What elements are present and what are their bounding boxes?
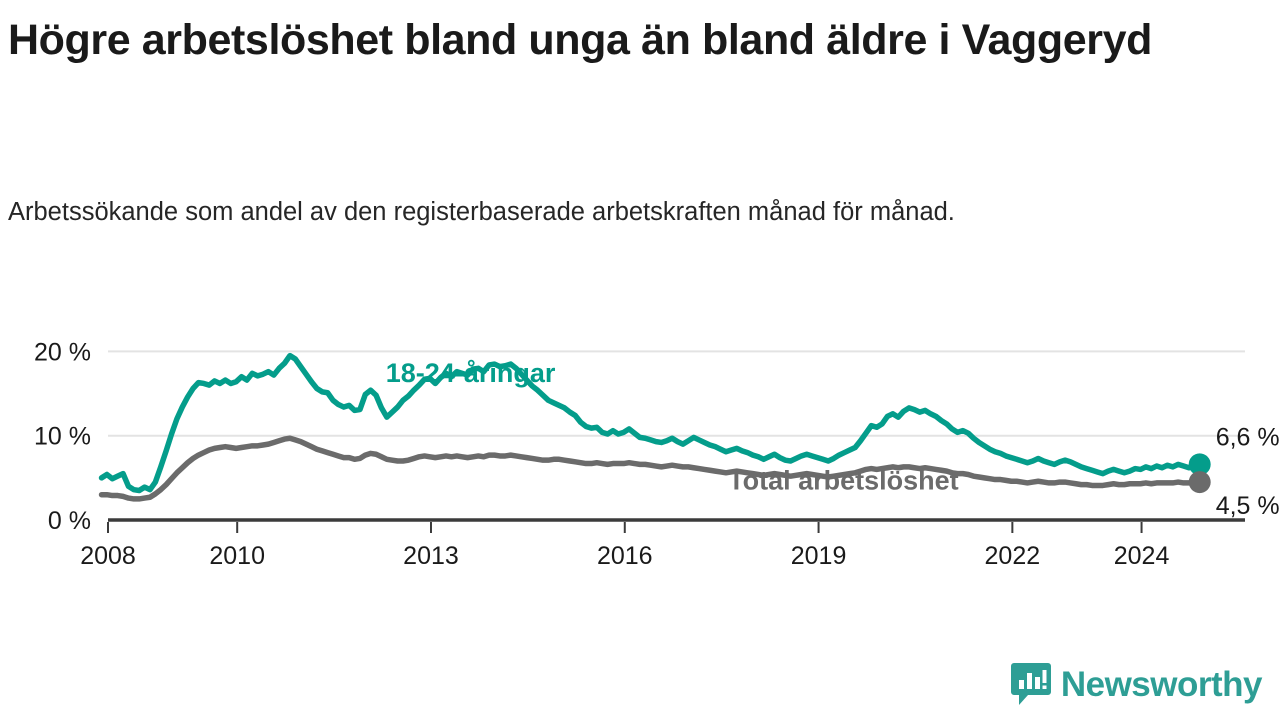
y-axis-tick-labels: 0 % 10 % 20 % [34, 338, 91, 535]
x-axis-tick-label: 2010 [209, 542, 265, 570]
y-axis-tick-label: 10 % [34, 423, 91, 451]
series-label-youth: 18-24-åringar [386, 358, 556, 388]
newsworthy-logo: Newsworthy [1010, 662, 1263, 706]
end-point-markers [1188, 453, 1211, 494]
logo-wordmark: Newsworthy [1060, 664, 1263, 704]
y-axis-tick-label: 0 % [48, 507, 91, 535]
x-axis-tick-label: 2022 [985, 542, 1041, 570]
x-axis [107, 518, 1245, 533]
y-axis-tick-label: 20 % [34, 338, 91, 366]
end-point-dot-youth [1188, 453, 1211, 476]
page-title: Högre arbetslöshet bland unga än bland ä… [8, 16, 1153, 64]
x-axis-tick-label: 2013 [403, 542, 459, 570]
series-line-youth [98, 352, 1203, 494]
x-axis-tick-labels: 2008 2010 2013 2016 2019 2022 2024 [80, 542, 1169, 570]
end-point-dot-total [1188, 471, 1211, 494]
x-axis-tick-label: 2008 [80, 542, 136, 570]
chart-container: 0 % 10 % 20 % 2008 2010 2013 2016 2019 2022 2024… [0, 300, 1280, 590]
x-axis-tick-label: 2024 [1114, 542, 1170, 570]
x-axis-tick-label: 2016 [597, 542, 653, 570]
x-axis-tick-label: 2019 [791, 542, 847, 570]
bar-chart-speech-bubble-icon [1010, 663, 1051, 705]
end-value-label-youth: 6,6 % [1216, 423, 1280, 451]
series-line-total [98, 435, 1203, 502]
series-paths [98, 352, 1203, 502]
gridlines [108, 350, 1245, 437]
line-chart: 0 % 10 % 20 % 2008 2010 2013 2016 2019 2022 2024… [34, 338, 1280, 570]
page-subtitle: Arbetssökande som andel av den registerb… [8, 198, 955, 226]
end-value-label-total: 4,5 % [1216, 492, 1280, 520]
series-label-total: Total arbetslöshet [728, 466, 959, 496]
